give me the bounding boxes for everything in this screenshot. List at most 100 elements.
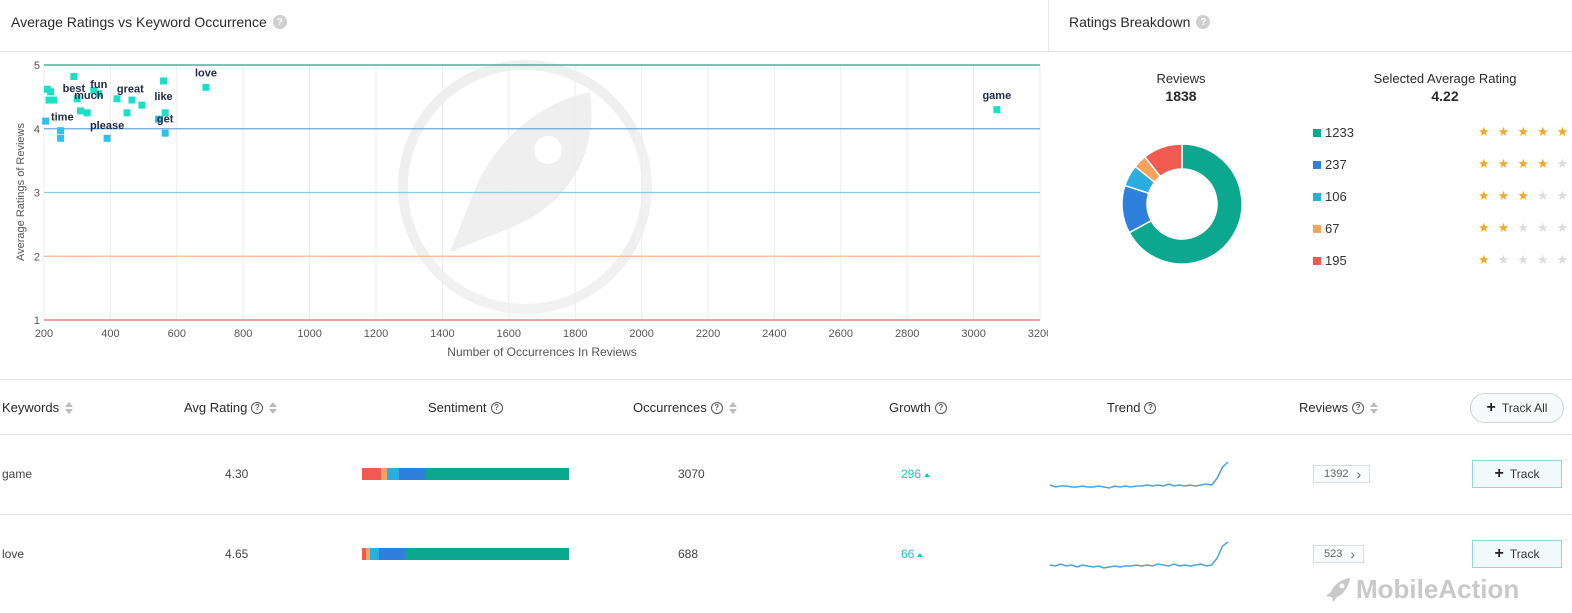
- scatter-point[interactable]: [161, 129, 169, 137]
- star-rating: ★ ★ ★ ★ ★: [1478, 252, 1568, 268]
- sentiment-segment: [370, 548, 379, 560]
- sort-icon[interactable]: [65, 401, 74, 414]
- x-tick-label: 2800: [895, 328, 919, 340]
- track-keyword-button[interactable]: + Track: [1472, 540, 1562, 568]
- reviews-link-button[interactable]: 1392 ›: [1313, 465, 1371, 483]
- star-icon: ★: [1478, 252, 1490, 267]
- keyword-point-label: game: [982, 90, 1011, 102]
- sort-icon[interactable]: [1370, 401, 1379, 414]
- scatter-point[interactable]: [90, 87, 98, 94]
- help-icon[interactable]: ?: [490, 401, 503, 414]
- scatter-point[interactable]: [123, 109, 131, 117]
- star-icon: ★: [1517, 156, 1529, 171]
- scatter-point[interactable]: [47, 88, 55, 96]
- keyword-point-label: fun: [90, 79, 107, 91]
- keyword-point-label: time: [51, 111, 74, 123]
- reviews-total: 1838: [1165, 88, 1197, 104]
- star-icon: ★: [1536, 220, 1549, 235]
- y-tick-label: 5: [34, 60, 40, 72]
- scatter-point[interactable]: [138, 101, 146, 109]
- sort-icon[interactable]: [728, 401, 737, 414]
- x-tick-label: 200: [35, 328, 53, 340]
- scatter-point[interactable]: [77, 107, 85, 115]
- reviews-link-button[interactable]: 523 ›: [1313, 545, 1365, 563]
- legend-count: 1233: [1325, 125, 1354, 140]
- legend-swatch: [1313, 224, 1321, 233]
- y-axis-label: Average Ratings of Reviews: [15, 123, 27, 261]
- sentiment-segment: [405, 548, 569, 560]
- help-icon[interactable]: ?: [272, 15, 287, 29]
- scatter-point[interactable]: [73, 95, 81, 103]
- reviews-label: Reviews: [1156, 71, 1206, 86]
- legend-count: 237: [1325, 157, 1347, 172]
- x-tick-label: 1400: [430, 328, 454, 340]
- scatter-point[interactable]: [50, 96, 58, 104]
- sentiment-segment: [380, 468, 387, 480]
- scatter-point[interactable]: [128, 96, 136, 104]
- scatter-point[interactable]: [57, 134, 65, 142]
- track-label: Track: [1509, 547, 1540, 561]
- y-tick-label: 4: [34, 124, 40, 136]
- legend-item[interactable]: 106: [1313, 189, 1347, 204]
- donut-slice[interactable]: [1143, 143, 1183, 178]
- growth-cell: 66: [901, 547, 924, 561]
- column-header-label: Reviews: [1299, 400, 1349, 415]
- scatter-point[interactable]: [160, 77, 168, 85]
- x-tick-label: 1000: [297, 328, 321, 340]
- help-icon[interactable]: ?: [1196, 15, 1211, 29]
- keyword-point-label: love: [195, 67, 217, 79]
- scatter-point[interactable]: [57, 127, 65, 135]
- scatter-chart: 200 400 600 800 1000 1200 1400 1600 1800 2000 2200…: [15, 60, 1048, 359]
- sentiment-segment: [362, 468, 381, 480]
- scatter-point[interactable]: [113, 95, 121, 103]
- help-icon[interactable]: ?: [934, 401, 947, 414]
- star-icon: ★: [1536, 124, 1549, 139]
- plus-icon: +: [1486, 399, 1496, 416]
- scatter-point[interactable]: [70, 72, 78, 80]
- legend-item[interactable]: 195: [1313, 253, 1347, 268]
- legend-swatch: [1313, 192, 1321, 201]
- help-icon[interactable]: ?: [1144, 401, 1157, 414]
- help-icon[interactable]: ?: [710, 401, 723, 414]
- scatter-point[interactable]: [83, 109, 91, 117]
- average-rating-summary: Selected Average Rating 4.22: [1355, 71, 1535, 104]
- column-header-reviews[interactable]: Reviews ?: [1299, 400, 1379, 415]
- keyword-point-label: much: [74, 90, 104, 102]
- star-icon: ★: [1556, 188, 1569, 203]
- scatter-point[interactable]: [993, 106, 1001, 114]
- sentiment-segment: [386, 468, 400, 480]
- scatter-point[interactable]: [42, 117, 50, 125]
- scatter-point[interactable]: [161, 109, 169, 117]
- scatter-point[interactable]: [95, 90, 103, 98]
- x-tick-label: 3200: [1028, 328, 1048, 340]
- legend-count: 195: [1325, 253, 1347, 268]
- scatter-point[interactable]: [103, 134, 111, 142]
- column-header-occurrences[interactable]: Occurrences ?: [633, 400, 737, 415]
- column-header-avg-rating[interactable]: Avg Rating ?: [184, 400, 278, 415]
- table-row-divider: [0, 514, 1572, 515]
- scatter-point[interactable]: [45, 96, 53, 104]
- growth-up-icon: [924, 473, 931, 477]
- growth-cell: 296: [901, 467, 931, 481]
- sentiment-segment: [426, 468, 569, 480]
- star-rating: ★ ★ ★ ★ ★: [1478, 156, 1568, 172]
- help-icon[interactable]: ?: [251, 401, 264, 414]
- scatter-point[interactable]: [202, 83, 210, 91]
- trend-sparkline: [1049, 461, 1229, 489]
- sort-icon[interactable]: [269, 401, 278, 414]
- column-header-sentiment: Sentiment ?: [428, 400, 503, 415]
- legend-item[interactable]: 67: [1313, 221, 1339, 236]
- legend-item[interactable]: 1233: [1313, 125, 1354, 140]
- track-keyword-button[interactable]: + Track: [1472, 460, 1562, 488]
- chart-table-divider: [0, 379, 1572, 380]
- header-divider: [0, 51, 1572, 52]
- help-icon[interactable]: ?: [1352, 401, 1365, 414]
- track-all-button[interactable]: + Track All: [1470, 393, 1564, 423]
- keyword-point-label: get: [157, 113, 174, 125]
- column-header-keywords[interactable]: Keywords: [2, 400, 74, 415]
- scatter-point[interactable]: [155, 115, 163, 123]
- column-header-label: Sentiment: [428, 400, 487, 415]
- star-rating: ★ ★ ★ ★ ★: [1478, 124, 1568, 140]
- donut-slice[interactable]: [1128, 143, 1243, 265]
- legend-item[interactable]: 237: [1313, 157, 1347, 172]
